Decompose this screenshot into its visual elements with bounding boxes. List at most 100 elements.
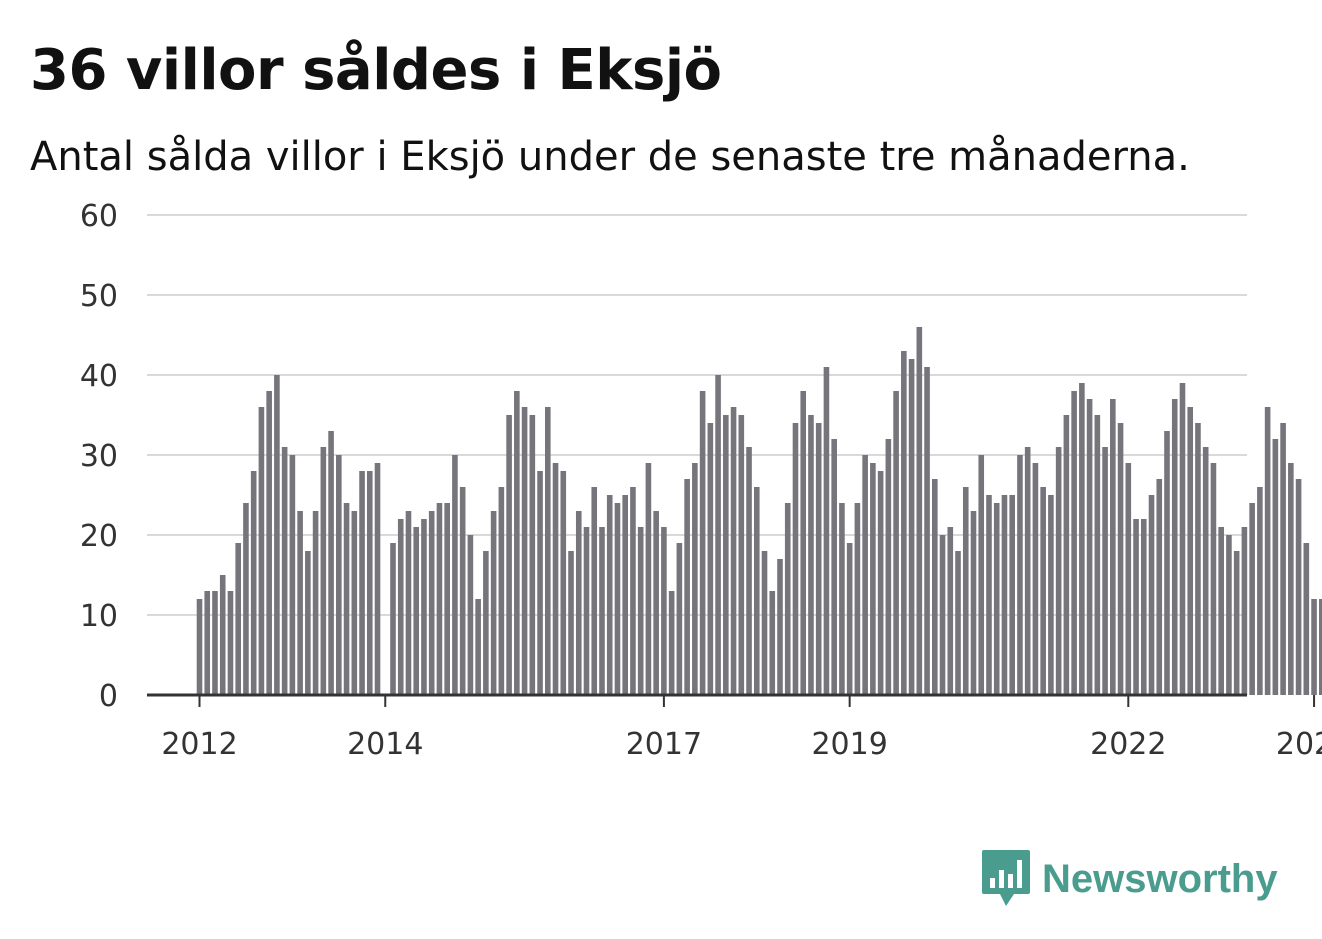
bar [545, 407, 551, 695]
bar [219, 575, 226, 695]
bar [583, 527, 590, 695]
bar [784, 503, 791, 695]
bar [1241, 527, 1248, 695]
bar [676, 543, 683, 695]
bar [831, 439, 837, 695]
bar [769, 591, 776, 695]
brand-logo: Newsworthy [980, 848, 1278, 910]
bar [1125, 463, 1132, 695]
y-tick-label: 0 [99, 679, 118, 714]
bar [529, 415, 536, 695]
bar [405, 511, 412, 695]
bar [1017, 455, 1023, 695]
bar [661, 527, 667, 695]
bar [374, 463, 381, 695]
bar [1024, 447, 1031, 695]
bar [792, 423, 799, 695]
bar [1001, 495, 1008, 695]
bar [1094, 415, 1101, 695]
bar [916, 327, 923, 695]
bar [1156, 479, 1163, 695]
bar [1055, 447, 1062, 695]
bar-chart: 010203040506020122014201720192022202436 [80, 199, 1322, 762]
bar [947, 527, 954, 695]
bar [366, 471, 373, 695]
y-tick-label: 30 [80, 439, 118, 474]
bar [730, 407, 737, 695]
bar [870, 463, 876, 695]
bar [452, 455, 458, 695]
bar [707, 423, 714, 695]
bar [506, 415, 512, 695]
bar [1164, 431, 1170, 695]
bar [235, 543, 241, 695]
y-tick-label: 50 [80, 279, 118, 314]
bar [1117, 423, 1124, 695]
bar [397, 519, 404, 695]
bar [359, 471, 365, 695]
x-tick-label: 2024 [1276, 727, 1322, 762]
bar [343, 503, 350, 695]
bar [877, 471, 884, 695]
bar [1218, 527, 1224, 695]
bar [1179, 383, 1186, 695]
bar [746, 447, 752, 695]
bar [839, 503, 845, 695]
bar [1079, 383, 1085, 695]
bar [637, 527, 644, 695]
bar [908, 359, 915, 695]
bar [1210, 463, 1217, 695]
bar [1086, 399, 1093, 695]
bar [846, 543, 853, 695]
bar [521, 407, 528, 695]
bar [467, 535, 474, 695]
bar [1257, 487, 1263, 695]
bar [328, 431, 334, 695]
bar [1110, 399, 1116, 695]
bar [568, 551, 574, 695]
bar [715, 375, 721, 695]
bar [281, 447, 288, 695]
bar [986, 495, 992, 695]
bar [1303, 543, 1310, 695]
bar [390, 543, 396, 695]
bar [1311, 599, 1317, 695]
bar [591, 487, 598, 695]
bar [560, 471, 567, 695]
bar [924, 367, 930, 695]
bar [653, 511, 659, 695]
bar [483, 551, 489, 695]
y-tick-label: 20 [80, 519, 118, 554]
bar [1009, 495, 1015, 695]
bar [761, 551, 768, 695]
bar [800, 391, 807, 695]
bar [537, 471, 543, 695]
bar [668, 591, 675, 695]
bar [901, 351, 907, 695]
bar [630, 487, 636, 695]
bar [421, 519, 427, 695]
bar [614, 503, 621, 695]
bar [777, 559, 783, 695]
bar [227, 591, 234, 695]
bar [885, 439, 892, 695]
bar [1295, 479, 1302, 695]
bar [297, 511, 303, 695]
bar [738, 415, 745, 695]
bar [1133, 519, 1139, 695]
bar [250, 471, 257, 695]
y-tick-label: 10 [80, 599, 118, 634]
bar [1272, 439, 1279, 695]
bar [993, 503, 1000, 695]
bar [645, 463, 652, 695]
bar [1032, 463, 1039, 695]
bar [978, 455, 985, 695]
bar [1249, 503, 1255, 695]
bar [1063, 415, 1070, 695]
bar [1048, 495, 1054, 695]
bar [552, 463, 559, 695]
bar [1233, 551, 1240, 695]
y-tick-label: 60 [80, 199, 118, 234]
bar [599, 527, 605, 695]
bar [622, 495, 628, 695]
